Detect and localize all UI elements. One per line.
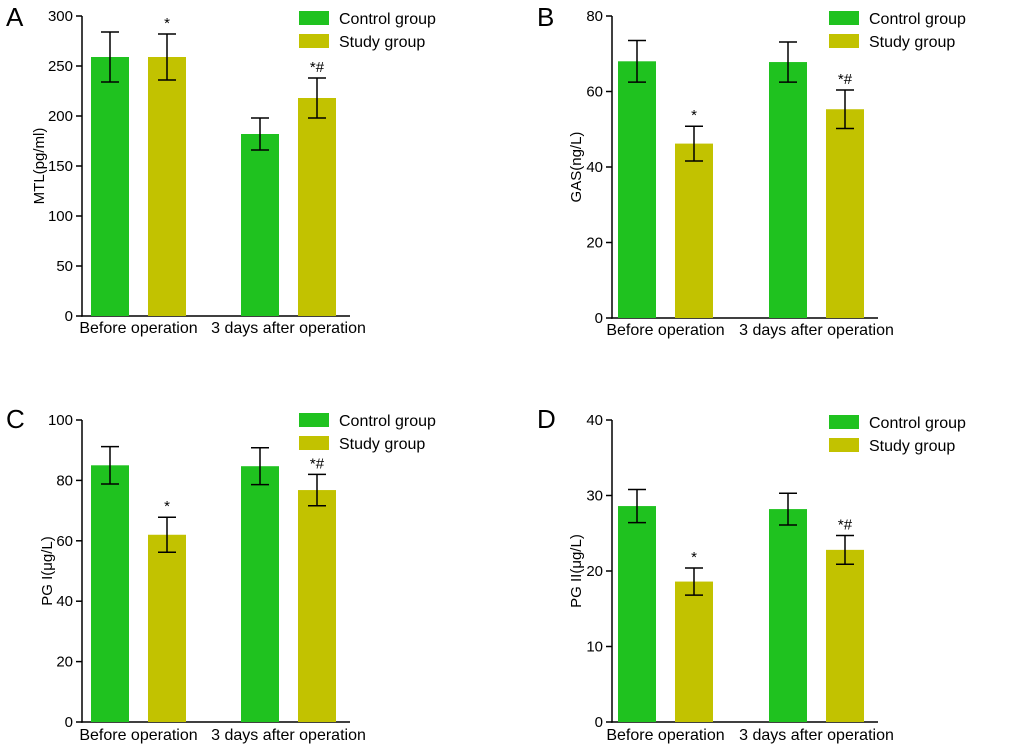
bar-control <box>241 134 279 316</box>
panel-letter: C <box>6 404 25 434</box>
y-tick-label: 200 <box>48 108 73 125</box>
y-tick-label: 50 <box>56 258 73 275</box>
y-axis-title: MTL(pg/ml) <box>31 128 48 205</box>
x-category-label: Before operation <box>606 727 724 744</box>
legend-label: Study group <box>339 436 425 453</box>
y-tick-label: 100 <box>48 208 73 225</box>
y-tick-label: 0 <box>595 310 603 327</box>
y-axis-title: GAS(ng/L) <box>568 132 585 203</box>
x-category-label: 3 days after operation <box>211 727 366 744</box>
y-tick-label: 60 <box>586 84 603 101</box>
bar-study <box>826 549 864 722</box>
legend-swatch <box>829 415 859 429</box>
y-tick-label: 100 <box>48 412 73 429</box>
legend-swatch <box>829 34 859 48</box>
y-tick-label: 20 <box>586 563 603 580</box>
x-category-label: 3 days after operation <box>739 322 894 339</box>
panel-c: C 0 20 40 60 80 100 PG I(μg/L) Before operation 3… <box>6 404 436 744</box>
y-axis-title: PG I(μg/L) <box>39 536 56 606</box>
panel-d: D 0 10 20 30 40 PG II(μg/L) Before operation 3 d… <box>537 404 966 744</box>
panel-letter: B <box>537 2 554 32</box>
y-tick-label: 20 <box>56 654 73 671</box>
x-category-label: Before operation <box>606 322 724 339</box>
bar-study <box>298 98 336 316</box>
significance-label: *# <box>838 71 853 88</box>
legend-swatch <box>299 11 329 25</box>
y-tick-label: 40 <box>56 593 73 610</box>
x-category-label: 3 days after operation <box>739 727 894 744</box>
significance-label: * <box>691 549 697 566</box>
legend-label: Control group <box>339 11 436 28</box>
panel-b: B 0 20 40 60 80 GAS(ng/L) Before operation 3 day… <box>537 2 966 339</box>
y-tick-label: 40 <box>586 159 603 176</box>
legend-label: Study group <box>869 34 955 51</box>
x-category-label: 3 days after operation <box>211 320 366 337</box>
bar-control <box>769 62 807 319</box>
panel-letter: D <box>537 404 556 434</box>
bar-study <box>298 490 336 722</box>
y-tick-label: 10 <box>586 639 603 656</box>
legend-swatch <box>299 34 329 48</box>
y-tick-label: 0 <box>595 714 603 731</box>
panel-a: A 0 50 100 150 200 250 300 MTL(pg/ml) Before oper… <box>6 2 436 337</box>
significance-label: * <box>164 15 170 32</box>
y-tick-label: 80 <box>56 472 73 489</box>
legend-label: Study group <box>869 438 955 455</box>
y-tick-label: 250 <box>48 58 73 75</box>
y-tick-label: 60 <box>56 533 73 550</box>
bar-control <box>91 465 129 722</box>
legend-label: Control group <box>869 415 966 432</box>
bar-study <box>826 109 864 319</box>
significance-label: * <box>691 107 697 124</box>
legend-swatch <box>829 438 859 452</box>
y-tick-label: 30 <box>586 488 603 505</box>
x-category-label: Before operation <box>79 727 197 744</box>
x-category-label: Before operation <box>79 320 197 337</box>
panel-letter: A <box>6 2 24 32</box>
legend-swatch <box>299 413 329 427</box>
legend-label: Study group <box>339 34 425 51</box>
y-tick-label: 0 <box>65 308 73 325</box>
y-tick-label: 150 <box>48 158 73 175</box>
bar-control <box>618 506 656 722</box>
bar-control <box>241 466 279 722</box>
significance-label: *# <box>310 59 325 76</box>
bar-control <box>618 61 656 319</box>
y-tick-label: 20 <box>586 235 603 252</box>
bar-control <box>769 509 807 722</box>
y-tick-label: 0 <box>65 714 73 731</box>
bar-study <box>675 143 713 318</box>
y-tick-label: 40 <box>586 412 603 429</box>
legend-label: Control group <box>339 413 436 430</box>
bar-control <box>91 57 129 316</box>
legend-swatch <box>829 11 859 25</box>
y-axis-title: PG II(μg/L) <box>568 534 585 608</box>
y-tick-label: 80 <box>586 8 603 25</box>
legend-label: Control group <box>869 11 966 28</box>
significance-label: *# <box>838 517 853 534</box>
y-tick-label: 300 <box>48 8 73 25</box>
bar-study <box>148 534 186 722</box>
bar-study <box>675 581 713 722</box>
legend-swatch <box>299 436 329 450</box>
significance-label: * <box>164 498 170 515</box>
bar-study <box>148 57 186 316</box>
significance-label: *# <box>310 455 325 472</box>
